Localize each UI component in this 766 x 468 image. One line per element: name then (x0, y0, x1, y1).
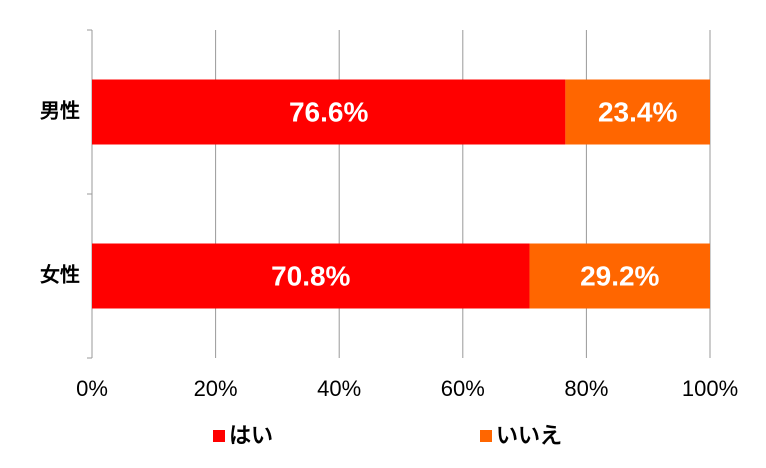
value-label: 76.6% (289, 96, 368, 127)
legend-label: いいえ (496, 423, 562, 448)
legend-label: はい (229, 423, 273, 448)
x-tick-label: 80% (564, 376, 608, 401)
bar-segment (92, 243, 530, 309)
x-tick-label: 20% (194, 376, 238, 401)
value-label: 29.2% (580, 260, 659, 291)
bar-segment (529, 243, 710, 309)
category-axis (87, 29, 93, 359)
y-tick-label: 女性 (40, 262, 80, 286)
x-tick-label: 0% (76, 376, 108, 401)
bar-segment (92, 79, 566, 145)
x-tick-label: 40% (317, 376, 361, 401)
value-label: 70.8% (271, 260, 350, 291)
y-tick-label: 男性 (40, 99, 80, 122)
legend-swatch (480, 430, 492, 442)
x-tick-label: 60% (441, 376, 485, 401)
bar-segment (565, 79, 710, 145)
x-tick-label: 100% (682, 376, 738, 401)
value-label: 23.4% (598, 96, 677, 127)
legend-swatch (213, 430, 225, 442)
